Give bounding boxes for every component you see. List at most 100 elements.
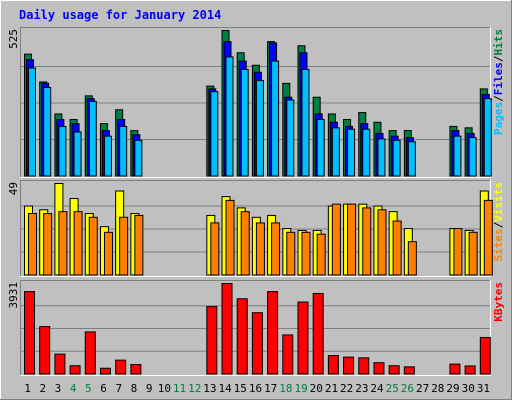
bar-pages-day-13: [210, 91, 219, 177]
x-tick-label-day-18: 18: [279, 382, 292, 395]
x-tick-label-day-9: 9: [146, 382, 153, 395]
bar-pages-day-23: [362, 128, 371, 177]
y-max-label: 49: [7, 182, 20, 195]
bar-kbytes-day-16: [251, 312, 263, 375]
x-tick-label-day-16: 16: [249, 382, 262, 395]
bar-pages-day-14: [225, 56, 234, 177]
legend-separator: /: [492, 95, 505, 102]
bar-sites-day-7: [119, 216, 129, 276]
bar-kbytes-day-8: [130, 364, 142, 375]
x-tick-label-day-1: 1: [24, 382, 31, 395]
bar-sites-day-20: [316, 233, 326, 276]
bar-sites-day-23: [362, 207, 372, 276]
panel-bottom: 3931 KBytes: [7, 280, 505, 376]
bar-kbytes-day-18: [282, 334, 294, 375]
x-tick-label-day-17: 17: [264, 382, 277, 395]
bar-sites-day-5: [88, 216, 98, 276]
x-tick-label-day-2: 2: [39, 382, 46, 395]
bar-pages-day-1: [28, 67, 36, 177]
bar-pages-day-22: [347, 128, 356, 177]
x-tick-label-day-20: 20: [310, 382, 323, 395]
bar-sites-day-22: [347, 203, 357, 276]
legend-hits: Hits: [492, 29, 505, 56]
bar-kbytes-day-13: [206, 306, 218, 375]
x-tick-label-day-19: 19: [294, 382, 307, 395]
legend-pages: Pages: [492, 102, 505, 135]
x-axis-day-labels: 1 2 3 4 5 6 7 8 9 10 11 12 13 14 15 16 17 18 19 20 21 22 23 24 2…: [24, 382, 490, 395]
bar-pages-day-18: [286, 99, 295, 177]
bar-sites-day-4: [73, 211, 83, 276]
bar-pages-day-8: [134, 139, 143, 177]
bar-kbytes-day-3: [54, 353, 66, 375]
bar-sites-day-6: [103, 231, 113, 276]
bar-kbytes-day-20: [312, 292, 324, 375]
bar-sites-day-1: [28, 213, 37, 276]
bar-pages-day-6: [103, 135, 112, 177]
x-tick-label-day-15: 15: [234, 382, 247, 395]
bar-pages-day-5: [88, 100, 97, 177]
x-tick-label-day-28: 28: [431, 382, 444, 395]
bar-kbytes-day-31: [479, 336, 491, 375]
bar-sites-day-8: [134, 214, 144, 276]
x-tick-label-day-7: 7: [115, 382, 122, 395]
x-tick-label-day-4: 4: [70, 382, 77, 395]
bar-sites-day-16: [255, 222, 265, 276]
bar-sites-day-21: [331, 203, 341, 276]
x-tick-label-day-21: 21: [325, 382, 338, 395]
x-tick-label-day-8: 8: [131, 382, 138, 395]
bar-sites-day-25: [392, 220, 402, 276]
x-tick-label-day-23: 23: [355, 382, 368, 395]
x-tick-label-day-13: 13: [203, 382, 216, 395]
x-tick-label-day-5: 5: [85, 382, 92, 395]
bar-pages-day-29: [453, 135, 462, 177]
bar-sites-day-31: [483, 199, 493, 276]
legend-separator: /: [492, 55, 505, 62]
bar-kbytes-day-4: [69, 365, 81, 375]
bar-kbytes-day-21: [327, 355, 339, 375]
x-tick-label-day-10: 10: [158, 382, 171, 395]
bar-sites-day-3: [58, 211, 68, 276]
bar-pages-day-25: [392, 139, 401, 177]
bar-pages-day-16: [255, 80, 264, 177]
bar-pages-day-20: [316, 118, 325, 177]
bar-sites-day-19: [301, 231, 311, 276]
bar-kbytes-day-29: [449, 363, 461, 375]
bar-pages-day-26: [407, 141, 416, 177]
bar-kbytes-day-14: [221, 283, 233, 375]
x-tick-label-day-29: 29: [446, 382, 459, 395]
panel-middle: 49 Sites/Visits: [7, 180, 505, 277]
series-legend: Pages/Files/Hits: [492, 29, 505, 135]
bar-kbytes-day-19: [297, 301, 309, 375]
x-tick-label-day-12: 12: [188, 382, 201, 395]
bar-pages-day-21: [331, 127, 340, 177]
bar-kbytes-day-15: [236, 298, 248, 375]
bar-pages-day-7: [119, 125, 128, 177]
bar-pages-day-19: [301, 68, 310, 177]
x-tick-label-day-6: 6: [100, 382, 107, 395]
bar-sites-day-29: [453, 228, 463, 276]
series-legend: KBytes: [492, 282, 505, 322]
x-tick-label-day-30: 30: [462, 382, 475, 395]
bar-kbytes-day-25: [388, 365, 400, 375]
bar-sites-day-26: [407, 241, 417, 276]
bar-kbytes-day-17: [267, 291, 279, 375]
legend-visits: Visits: [492, 182, 505, 222]
x-tick-label-day-3: 3: [55, 382, 62, 395]
x-tick-label-day-24: 24: [370, 382, 384, 395]
bar-pages-day-3: [58, 125, 67, 177]
bar-sites-day-13: [210, 222, 220, 276]
legend-separator: /: [492, 221, 505, 228]
series-legend: Sites/Visits: [492, 182, 505, 262]
bar-pages-day-31: [483, 98, 492, 177]
bar-sites-day-18: [286, 231, 296, 276]
bar-sites-day-24: [377, 209, 387, 276]
bar-pages-day-17: [271, 60, 280, 177]
bar-kbytes-day-23: [358, 357, 370, 375]
x-tick-label-day-25: 25: [386, 382, 399, 395]
legend-kbytes: KBytes: [492, 282, 505, 322]
bar-sites-day-2: [43, 213, 53, 276]
bar-kbytes-day-7: [115, 359, 127, 375]
x-tick-label-day-22: 22: [340, 382, 353, 395]
